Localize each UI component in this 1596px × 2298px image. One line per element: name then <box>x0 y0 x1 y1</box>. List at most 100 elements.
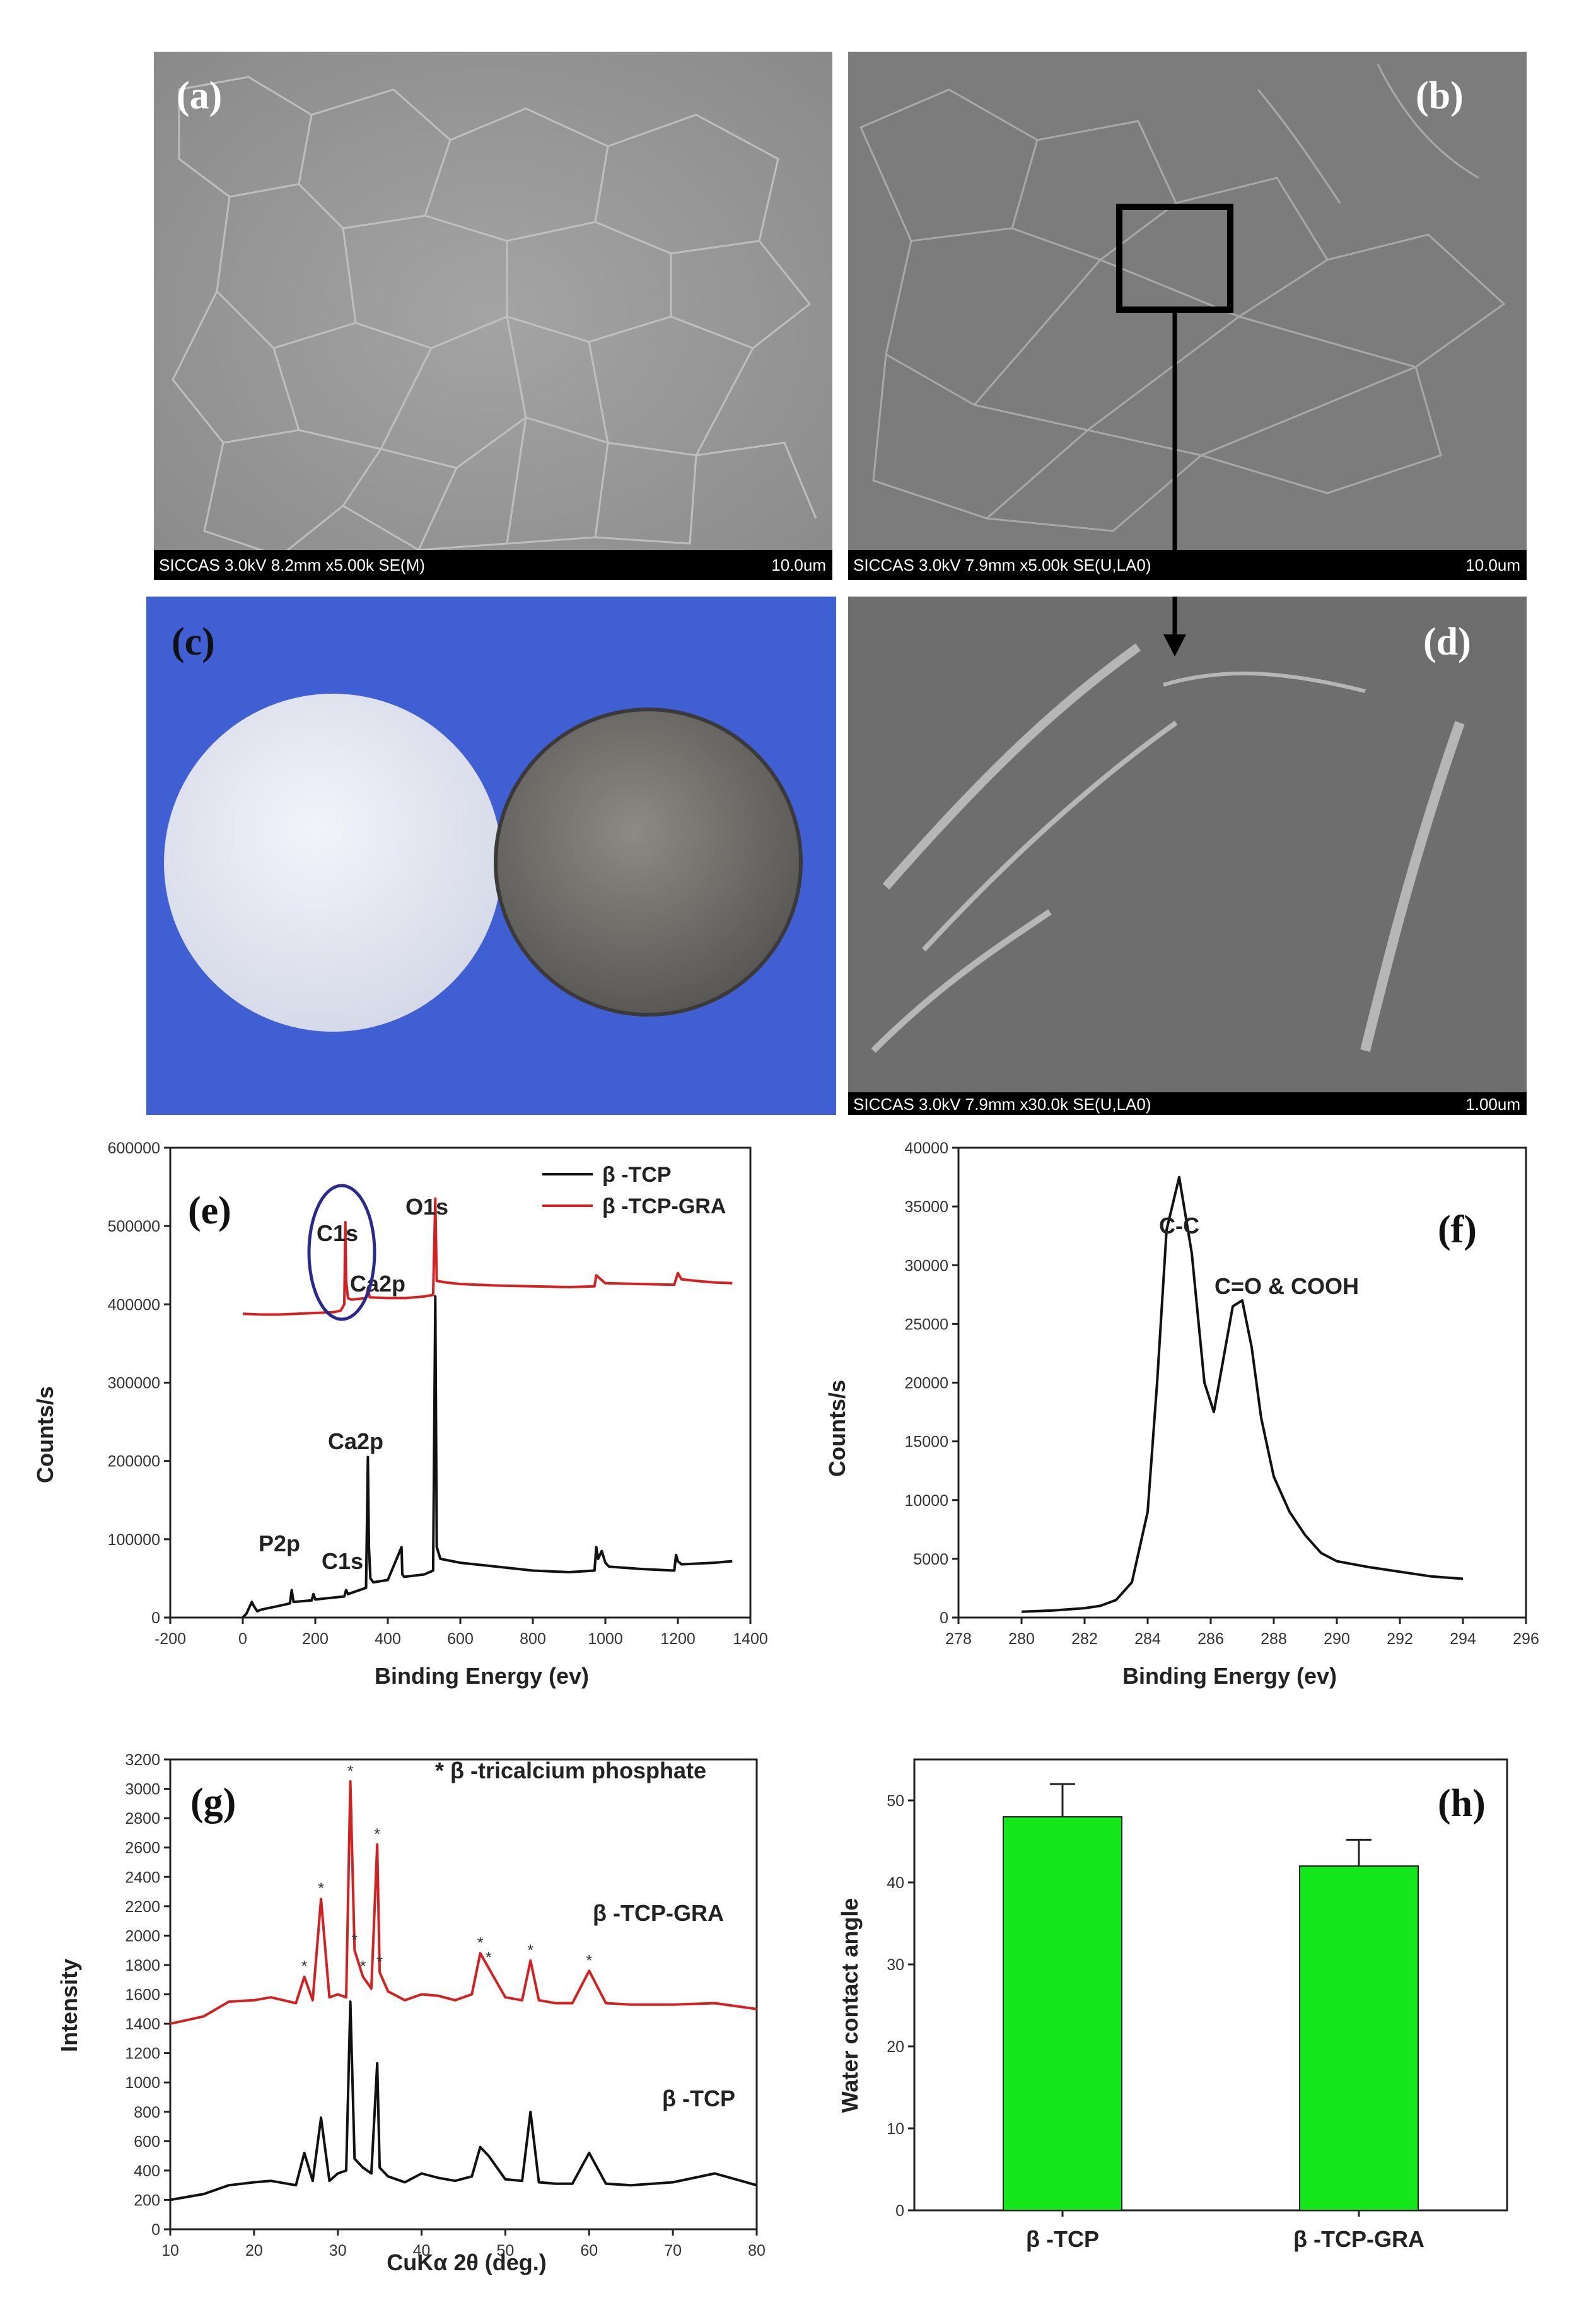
x-tick-label: 278 <box>945 1630 972 1648</box>
y-tick-label: 10000 <box>904 1492 948 1510</box>
y-tick-label: 20000 <box>904 1375 948 1392</box>
x-tick-label: 296 <box>1513 1630 1539 1648</box>
y-tick-label: 200000 <box>108 1453 160 1471</box>
panel-d-sem-image: SICCAS 3.0kV 7.9mm x30.0k SE(U,LA0) 1.00… <box>848 597 1527 1115</box>
sem-d-info: SICCAS 3.0kV 7.9mm x30.0k SE(U,LA0) <box>853 1095 1151 1114</box>
y-tick-label: 15000 <box>904 1433 948 1451</box>
series-line <box>170 1780 757 2026</box>
x-tick-label: 400 <box>375 1630 401 1648</box>
x-tick-label: 1000 <box>588 1630 623 1648</box>
panel-c-photo: (c) <box>146 597 836 1115</box>
y-tick-label: 3200 <box>125 1751 160 1769</box>
gray-disc <box>494 708 803 1017</box>
y-tick-label: 0 <box>895 2202 904 2220</box>
series-line <box>242 1197 733 1316</box>
peak-marker: * <box>301 1958 308 1976</box>
x-tick-label: 60 <box>580 2242 598 2260</box>
y-tick-label: 1000 <box>125 2074 160 2092</box>
plot-frame <box>913 1758 1508 2212</box>
x-tick-label: 70 <box>664 2242 682 2260</box>
y-tick-label: 50 <box>887 1792 904 1810</box>
chart-g-xrd: 10 20 30 40 50 60 70 80020040060080010001200140… <box>56 1751 766 2275</box>
y-tick-label: 600000 <box>108 1140 160 1157</box>
y-tick-label: 5000 <box>913 1551 948 1568</box>
y-tick-label: 2000 <box>125 1927 160 1945</box>
sem-a-figure: SICCAS 3.0kV 8.2mm x5.00k SE(M) 10.0um (… <box>154 52 832 580</box>
annot-p2p: P2p <box>259 1531 300 1556</box>
y-tick-label: 2400 <box>125 1869 160 1886</box>
y-tick-label: 35000 <box>904 1198 948 1216</box>
peak-marker: * <box>486 1949 492 1967</box>
category-label: β -TCP <box>1026 2226 1099 2252</box>
y-tick-label: 300000 <box>108 1375 160 1392</box>
c1s-highlight-ellipse <box>307 1184 376 1321</box>
x-tick-label: 292 <box>1387 1630 1413 1648</box>
annot-c1s-top: C1s <box>317 1220 358 1246</box>
y-tick-label: 1800 <box>125 1957 160 1974</box>
y-axis-label: Counts/s <box>824 1380 850 1477</box>
panel-h-label: (h) <box>1438 1782 1486 1825</box>
x-tick-label: 280 <box>1008 1630 1035 1648</box>
y-tick-label: 2200 <box>125 1898 160 1916</box>
sem-b-info: SICCAS 3.0kV 7.9mm x5.00k SE(U,LA0) <box>853 556 1151 574</box>
zoom-arrow-head <box>1163 634 1186 656</box>
annot-c-o-cooh: C=O & COOH <box>1214 1273 1359 1299</box>
sem-b-scale: 10.0um <box>1465 556 1520 574</box>
x-tick-label: 50 <box>497 2242 515 2260</box>
panel-d-label: (d) <box>1423 621 1471 663</box>
x-tick-label: 800 <box>520 1630 546 1648</box>
y-tick-label: 40000 <box>904 1140 948 1157</box>
panel-a-label: (a) <box>177 74 222 117</box>
white-disc <box>164 694 502 1032</box>
peak-marker: * <box>347 1763 354 1780</box>
y-tick-label: 2600 <box>125 1840 160 1857</box>
chart-h-contact-angle: 0 10 20 30 40 50 β -TCP β -TCP-GRA (h) Water co… <box>837 1758 1508 2252</box>
x-tick-label: 0 <box>238 1630 247 1648</box>
peak-marker: * <box>360 1958 366 1976</box>
y-tick-label: 0 <box>151 1609 160 1627</box>
annot-c-c: C-C <box>1159 1213 1199 1239</box>
y-tick-label: 400 <box>134 2162 160 2180</box>
sem-b-figure: SICCAS 3.0kV 7.9mm x5.00k SE(U,LA0) 10.0… <box>848 52 1527 580</box>
y-tick-label: 400000 <box>108 1296 160 1314</box>
bar <box>1003 1816 1122 2211</box>
x-tick-label: 284 <box>1134 1630 1161 1648</box>
y-axis-label: Intensity <box>56 1959 82 2052</box>
x-tick-label: 288 <box>1261 1630 1287 1648</box>
x-tick-label: 80 <box>748 2242 766 2260</box>
peak-marker: * <box>351 1932 358 1949</box>
y-tick-label: 10 <box>887 2120 904 2138</box>
peak-marker: * <box>374 1826 380 1843</box>
y-tick-label: 0 <box>940 1609 948 1627</box>
sem-a-info: SICCAS 3.0kV 8.2mm x5.00k SE(M) <box>159 556 425 574</box>
y-tick-label: 800 <box>134 2104 160 2121</box>
sem-d-scale: 1.00um <box>1465 1095 1520 1114</box>
series-line <box>170 2000 757 2202</box>
y-tick-label: 30000 <box>904 1257 948 1274</box>
annot-tcp: β -TCP <box>662 2085 735 2111</box>
peak-marker: * <box>527 1942 533 1959</box>
peak-marker: * <box>376 1954 383 1971</box>
x-tick-label: 600 <box>447 1630 474 1648</box>
x-tick-label: 294 <box>1450 1630 1476 1648</box>
y-tick-label: 40 <box>887 1874 904 1892</box>
y-tick-label: 0 <box>151 2221 160 2239</box>
sem-a-scale: 10.0um <box>771 556 826 574</box>
chart-f-c1s-spectrum: 278 280 282 284 286 288 290 292 294 296 0 5000 10000… <box>824 1140 1539 1689</box>
y-tick-label: 600 <box>134 2133 160 2150</box>
annot-c1s-bottom: C1s <box>322 1548 363 1574</box>
y-tick-label: 25000 <box>904 1315 948 1333</box>
chart-e-xps-survey: -200 0 200 400 600 800 1000 1200 1400 0 100000 2000… <box>32 1140 768 1689</box>
legend-label-tcp-gra: β -TCP-GRA <box>602 1194 726 1218</box>
x-tick-label: 200 <box>302 1630 329 1648</box>
photo-c-figure: (c) <box>146 597 836 1115</box>
annot-ca2p-bottom: Ca2p <box>328 1428 383 1454</box>
x-tick-label: -200 <box>154 1630 186 1648</box>
annot-tcp-gra: β -TCP-GRA <box>593 1900 724 1926</box>
x-axis-label: CuKα 2θ (deg.) <box>387 2249 547 2275</box>
plot-frame <box>169 1758 758 2231</box>
x-tick-label: 1200 <box>660 1630 696 1648</box>
peak-marker: * <box>318 1880 324 1898</box>
x-axis-label: Binding Energy (ev) <box>1122 1663 1337 1689</box>
panel-e-label: (e) <box>188 1189 231 1232</box>
